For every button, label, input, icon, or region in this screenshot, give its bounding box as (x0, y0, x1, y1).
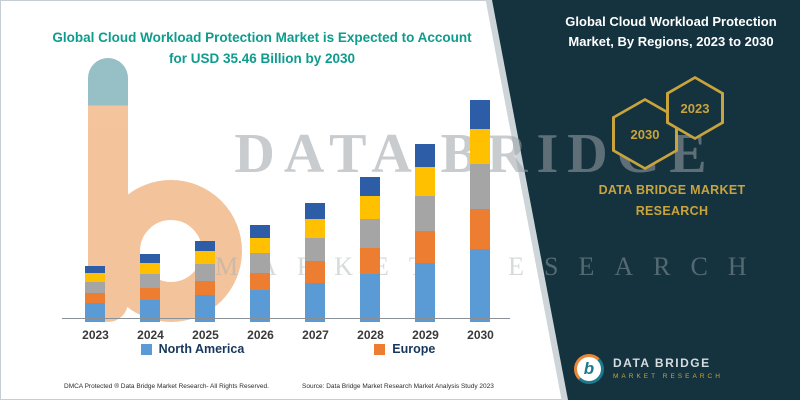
bar-segment-north-america (85, 303, 106, 322)
bar-segment-europe (415, 231, 436, 264)
legend-swatch (374, 343, 386, 355)
bar-column-2028: 2028 (357, 78, 384, 342)
right-panel-title: Global Cloud Workload Protection Market,… (565, 14, 777, 49)
legend-label: Europe (392, 342, 436, 356)
legend-item-europe: Europe (374, 342, 435, 356)
logo-title: DATA BRIDGE (613, 356, 711, 371)
source-footer: Source: Data Bridge Market Research Mark… (302, 383, 494, 390)
bar-segment-a5a5a5 (470, 164, 491, 209)
legend-label: North America (158, 342, 245, 356)
bar-segment-ffc000 (85, 273, 106, 282)
bar-segment-a5a5a5 (250, 253, 271, 273)
bar-segment-2e5da8 (85, 265, 106, 274)
x-axis-label: 2029 (412, 328, 439, 342)
bar-segment-a5a5a5 (360, 218, 381, 248)
bar-segment-2e5da8 (360, 176, 381, 196)
x-axis-label: 2028 (357, 328, 384, 342)
stacked-bar-2030 (470, 100, 491, 322)
x-axis-line (62, 318, 510, 319)
bar-columns: 2023 2024 2025 2026 2027 2028 2029 2030 (68, 78, 508, 342)
chart-title-line2: for USD 35.46 Billion by 2030 (168, 50, 356, 66)
bar-segment-ffc000 (195, 251, 216, 265)
brand-line1: DATA BRIDGE MARKET (598, 183, 746, 197)
legend-swatch (140, 343, 152, 355)
bar-segment-2e5da8 (470, 100, 491, 129)
bar-segment-north-america (360, 273, 381, 322)
bar-segment-a5a5a5 (305, 237, 326, 262)
x-axis-label: 2023 (82, 328, 109, 342)
bar-segment-ffc000 (415, 166, 436, 196)
bar-column-2024: 2024 (137, 78, 164, 342)
bar-segment-north-america (250, 290, 271, 322)
x-axis-label: 2026 (247, 328, 274, 342)
hexagon-2030-label: 2030 (630, 126, 660, 142)
bar-segment-ffc000 (250, 237, 271, 254)
bar-segment-north-america (415, 263, 436, 322)
bar-segment-europe (195, 280, 216, 296)
x-axis-label: 2030 (467, 328, 494, 342)
bar-segment-a5a5a5 (140, 273, 161, 288)
bar-column-2023: 2023 (82, 78, 109, 342)
brand-line2: RESEARCH (635, 204, 709, 219)
bar-segment-europe (250, 272, 271, 291)
bar-segment-2e5da8 (195, 240, 216, 252)
bar-segment-2e5da8 (250, 225, 271, 238)
stacked-bar-2028 (360, 176, 381, 322)
bar-column-2026: 2026 (247, 78, 274, 342)
dmca-footer: DMCA Protected ® Data Bridge Market Rese… (64, 383, 269, 390)
bar-column-2030: 2030 (467, 78, 494, 342)
bar-segment-europe (140, 287, 161, 300)
bar-segment-a5a5a5 (415, 195, 436, 232)
stacked-bar-2025 (195, 240, 216, 322)
chart-title: Global Cloud Workload Protection Market … (50, 28, 474, 70)
data-bridge-logo-icon: b (574, 354, 604, 384)
bar-segment-2e5da8 (305, 203, 326, 219)
hexagon-badge-2023: 2023 (666, 76, 724, 140)
brand-name-text: DATA BRIDGE MARKET RESEARCH (558, 180, 786, 223)
x-axis-label: 2025 (192, 328, 219, 342)
bar-segment-ffc000 (360, 195, 381, 219)
bar-segment-europe (470, 208, 491, 249)
bar-segment-ffc000 (305, 218, 326, 238)
x-axis-label: 2027 (302, 328, 329, 342)
bar-segment-europe (85, 293, 106, 304)
legend: North America Europe (70, 342, 506, 356)
bar-segment-2e5da8 (415, 143, 436, 167)
x-axis-label: 2024 (137, 328, 164, 342)
hexagon-2023-label: 2023 (680, 100, 710, 116)
bar-column-2025: 2025 (192, 78, 219, 342)
chart-title-line1: Global Cloud Workload Protection Market … (52, 30, 472, 45)
bar-segment-a5a5a5 (85, 281, 106, 294)
stacked-bar-2029 (415, 143, 436, 322)
bar-segment-2e5da8 (140, 254, 161, 264)
stacked-bar-2024 (140, 254, 161, 322)
stacked-bar-2026 (250, 225, 271, 322)
bar-segment-north-america (470, 248, 491, 322)
logo-subtitle: MARKET RESEARCH (613, 373, 723, 381)
bar-segment-europe (360, 247, 381, 274)
logo-text-block: DATA BRIDGE MARKET RESEARCH (613, 356, 723, 381)
bar-column-2027: 2027 (302, 78, 329, 342)
stacked-bar-2027 (305, 203, 326, 322)
stacked-bar-2023 (85, 265, 106, 322)
bar-segment-europe (305, 261, 326, 283)
legend-item-north-america: North America (140, 342, 245, 356)
bar-segment-ffc000 (140, 263, 161, 274)
bar-segment-a5a5a5 (195, 264, 216, 281)
bar-column-2029: 2029 (412, 78, 439, 342)
data-bridge-logo: b DATA BRIDGE MARKET RESEARCH (574, 354, 723, 384)
bar-segment-ffc000 (470, 128, 491, 165)
bar-segment-north-america (305, 282, 326, 322)
